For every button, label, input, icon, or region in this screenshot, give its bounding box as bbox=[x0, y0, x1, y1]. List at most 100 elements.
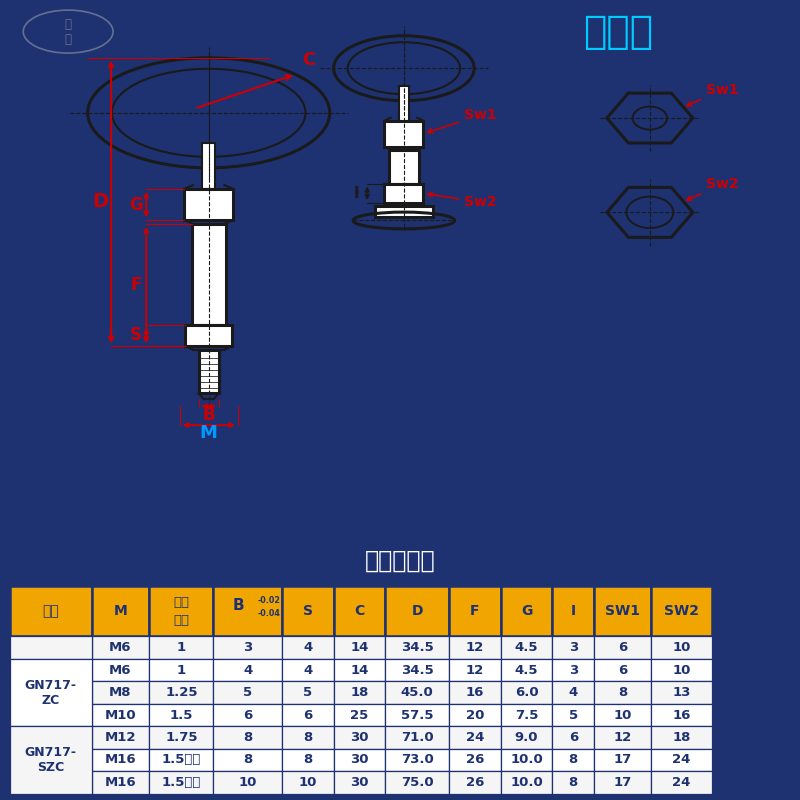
Bar bbox=[202, 143, 215, 189]
Bar bbox=[150, 726, 214, 749]
Bar bbox=[501, 726, 552, 749]
Text: I: I bbox=[570, 604, 576, 618]
Bar bbox=[282, 726, 334, 749]
Text: 型号: 型号 bbox=[42, 604, 59, 618]
Bar bbox=[10, 536, 790, 586]
Bar bbox=[501, 682, 552, 704]
Text: 57.5: 57.5 bbox=[401, 709, 434, 722]
Bar bbox=[385, 659, 449, 682]
Text: 13: 13 bbox=[672, 686, 690, 699]
Text: 4.5: 4.5 bbox=[514, 641, 538, 654]
Text: 8: 8 bbox=[243, 754, 252, 766]
Text: 34.5: 34.5 bbox=[401, 641, 434, 654]
Bar bbox=[594, 586, 650, 637]
Text: 玖
客: 玖 客 bbox=[65, 18, 72, 46]
Bar bbox=[150, 771, 214, 794]
Text: 25: 25 bbox=[350, 709, 369, 722]
Text: 7.5: 7.5 bbox=[515, 709, 538, 722]
Text: 10: 10 bbox=[672, 664, 690, 677]
Bar bbox=[650, 682, 712, 704]
Bar bbox=[185, 189, 233, 220]
Text: 26: 26 bbox=[466, 754, 484, 766]
Text: C: C bbox=[302, 51, 315, 69]
Text: 24: 24 bbox=[672, 776, 690, 789]
Text: 73.0: 73.0 bbox=[401, 754, 434, 766]
Bar bbox=[594, 659, 650, 682]
Text: 16: 16 bbox=[672, 709, 690, 722]
Bar bbox=[334, 659, 385, 682]
Bar bbox=[150, 704, 214, 726]
Bar bbox=[399, 86, 409, 121]
Bar bbox=[385, 704, 449, 726]
Bar bbox=[214, 659, 282, 682]
Bar bbox=[214, 726, 282, 749]
Text: 10: 10 bbox=[672, 641, 690, 654]
Text: 12: 12 bbox=[614, 731, 632, 744]
Text: 4: 4 bbox=[569, 686, 578, 699]
Text: 5: 5 bbox=[569, 709, 578, 722]
Text: 1.5细牙: 1.5细牙 bbox=[162, 776, 201, 789]
Bar bbox=[501, 771, 552, 794]
Bar bbox=[385, 586, 449, 637]
Text: M10: M10 bbox=[105, 709, 136, 722]
Bar bbox=[334, 704, 385, 726]
Text: 4: 4 bbox=[243, 664, 252, 677]
Bar bbox=[10, 637, 91, 659]
Bar bbox=[91, 726, 150, 749]
Bar bbox=[214, 586, 282, 637]
Bar bbox=[384, 121, 423, 147]
Text: 1.5细牙: 1.5细牙 bbox=[162, 754, 201, 766]
Text: 8: 8 bbox=[243, 731, 252, 744]
Bar bbox=[214, 749, 282, 771]
Bar bbox=[552, 682, 594, 704]
Bar bbox=[282, 771, 334, 794]
Text: 10: 10 bbox=[298, 776, 317, 789]
Bar bbox=[214, 771, 282, 794]
Text: 4: 4 bbox=[303, 664, 313, 677]
Bar bbox=[91, 749, 150, 771]
Text: 10: 10 bbox=[238, 776, 257, 789]
Text: 10.0: 10.0 bbox=[510, 754, 543, 766]
Text: 8: 8 bbox=[618, 686, 627, 699]
Bar bbox=[385, 771, 449, 794]
Text: 34.5: 34.5 bbox=[401, 664, 434, 677]
Bar bbox=[449, 704, 501, 726]
Text: D: D bbox=[411, 604, 423, 618]
Bar bbox=[501, 637, 552, 659]
Bar bbox=[214, 682, 282, 704]
Text: S: S bbox=[130, 326, 142, 345]
Text: GN717-
ZC: GN717- ZC bbox=[25, 678, 77, 706]
Text: 3: 3 bbox=[569, 664, 578, 677]
Text: 4.5: 4.5 bbox=[514, 664, 538, 677]
Text: B: B bbox=[232, 598, 244, 613]
Text: 6: 6 bbox=[618, 641, 627, 654]
Text: 18: 18 bbox=[672, 731, 690, 744]
Bar bbox=[10, 749, 91, 771]
Text: G: G bbox=[521, 604, 532, 618]
Bar bbox=[150, 586, 214, 637]
Bar bbox=[650, 704, 712, 726]
Text: 75.0: 75.0 bbox=[401, 776, 434, 789]
Bar bbox=[650, 771, 712, 794]
Bar bbox=[552, 771, 594, 794]
Text: 9.0: 9.0 bbox=[514, 731, 538, 744]
Text: M: M bbox=[114, 604, 127, 618]
Bar bbox=[449, 637, 501, 659]
Text: 30: 30 bbox=[350, 776, 369, 789]
Text: Sw2: Sw2 bbox=[687, 178, 738, 200]
Bar bbox=[10, 771, 91, 794]
Bar bbox=[552, 586, 594, 637]
Bar bbox=[334, 682, 385, 704]
Text: 24: 24 bbox=[672, 754, 690, 766]
Bar bbox=[334, 749, 385, 771]
Bar bbox=[91, 704, 150, 726]
Text: 6.0: 6.0 bbox=[514, 686, 538, 699]
Text: S: S bbox=[303, 604, 313, 618]
Bar bbox=[214, 704, 282, 726]
Bar bbox=[334, 637, 385, 659]
Text: 30: 30 bbox=[350, 754, 369, 766]
Text: SW1: SW1 bbox=[605, 604, 640, 618]
Bar bbox=[389, 150, 418, 183]
Bar bbox=[384, 183, 423, 203]
Bar bbox=[650, 659, 712, 682]
